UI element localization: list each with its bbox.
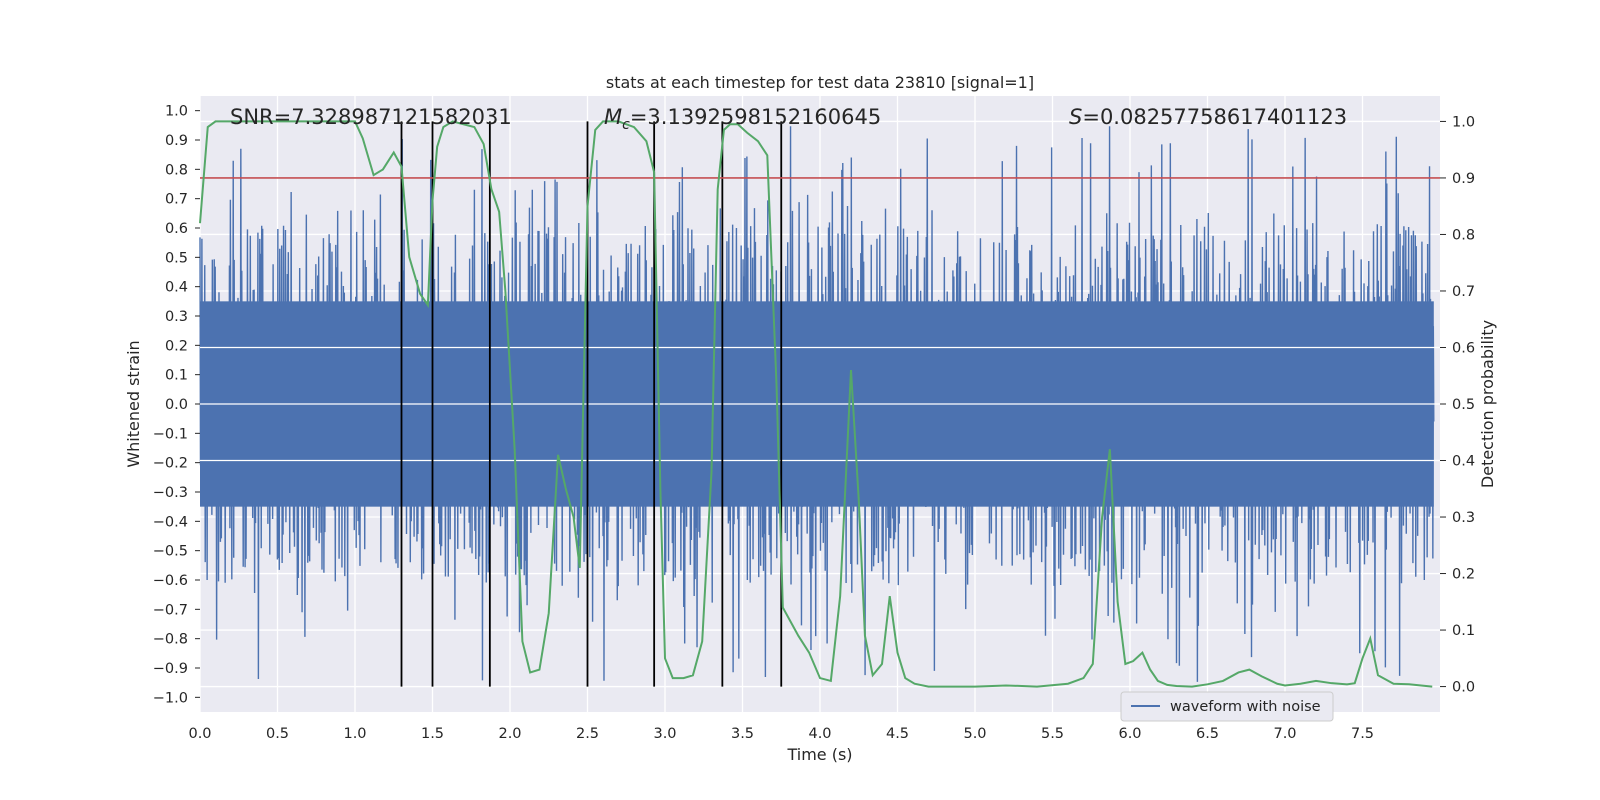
x-tick-label: 4.5 (886, 726, 909, 742)
x-tick-label: 2.0 (498, 726, 521, 742)
axes: 0.0 0.5 1.0 1.5 2.0 2.5 3.0 3.5 4.0 4.5 5.0 5.5 6.0 6… (153, 104, 1475, 742)
chart-title: stats at each timestep for test data 238… (606, 73, 1034, 92)
legend-box (1120, 691, 1334, 722)
y-tick-label: −0.5 (153, 544, 188, 560)
y-tick-label: 1.0 (165, 104, 188, 120)
y-tick-label: 0.6 (165, 221, 188, 237)
probability-line (199, 120, 1433, 688)
x-tick-label: 0.0 (188, 726, 211, 742)
x-tick-label: 1.5 (421, 726, 444, 742)
x-axis-label: Time (s) (786, 745, 852, 764)
y-tick-label: −0.7 (153, 602, 188, 618)
x-tick-label: 7.0 (1273, 726, 1296, 742)
legend: waveform with noise (1120, 691, 1334, 722)
x-tick-label: 6.0 (1118, 726, 1141, 742)
x-tick-label: 1.0 (343, 726, 366, 742)
y-tick-label: −0.3 (153, 485, 188, 501)
y2-tick-label: 0.4 (1452, 454, 1475, 470)
x-tick-label: 5.0 (963, 726, 986, 742)
x-tick-label: 6.5 (1196, 726, 1219, 742)
chirp-mass-value: =3.1392598152160645 (630, 105, 881, 129)
x-tick-label: 0.5 (266, 726, 289, 742)
legend-label: waveform with noise (1170, 699, 1321, 715)
y-tick-label: −0.6 (153, 573, 188, 589)
s-annotation: S=0.08257758617401123 (1069, 105, 1347, 129)
y2-tick-label: 0.3 (1452, 510, 1475, 526)
y2-tick-label: 0.0 (1452, 680, 1475, 696)
y2-tick-label: 0.8 (1452, 227, 1475, 243)
y2-tick-label: 0.7 (1452, 284, 1475, 300)
y2-tick-label: 0.5 (1452, 397, 1475, 413)
y-tick-label: −0.1 (153, 426, 188, 442)
y2-axis-label: Detection probability (1478, 320, 1497, 488)
y-tick-label: −1.0 (153, 690, 188, 706)
chirp-mass-subscript: c (622, 117, 630, 133)
y2-tick-label: 0.1 (1452, 623, 1475, 639)
y2-tick-label: 0.9 (1452, 171, 1475, 187)
y-tick-label: −0.2 (153, 456, 188, 472)
detection-probability-series (199, 120, 1433, 688)
x-tick-label: 7.5 (1351, 726, 1374, 742)
y2-tick-label: 0.6 (1452, 340, 1475, 356)
y-tick-label: 0.2 (165, 338, 188, 354)
y2-tick-label: 1.0 (1452, 114, 1475, 130)
y-tick-label: 0.4 (165, 280, 188, 296)
y-tick-label: 0.0 (165, 397, 188, 413)
y-tick-label: −0.4 (153, 514, 188, 530)
y-tick-label: 0.9 (165, 133, 188, 149)
x-tick-label: 3.5 (731, 726, 754, 742)
chirp-mass-symbol: M (604, 105, 622, 129)
x-tick-label: 5.5 (1041, 726, 1064, 742)
y2-tick-label: 0.2 (1452, 567, 1475, 583)
y-tick-label: −0.9 (153, 661, 188, 677)
x-tick-label: 2.5 (576, 726, 599, 742)
y-tick-label: 0.7 (165, 192, 188, 208)
y-tick-label: 0.3 (165, 309, 188, 325)
y-tick-label: 0.5 (165, 250, 188, 266)
s-value: =0.08257758617401123 (1082, 105, 1347, 129)
y-tick-label: 0.1 (165, 368, 188, 384)
x-tick-label: 3.0 (653, 726, 676, 742)
waveform-series (199, 126, 1440, 682)
x-tick-label: 4.0 (808, 726, 831, 742)
s-symbol: S (1069, 105, 1082, 129)
y-axis-label: Whitened strain (124, 340, 143, 467)
chirp-mass-annotation: Mc=3.1392598152160645 (604, 105, 881, 133)
y-tick-label: 0.8 (165, 162, 188, 178)
y-tick-label: −0.8 (153, 632, 188, 648)
snr-annotation: SNR=7.328987121582031 (230, 105, 512, 129)
